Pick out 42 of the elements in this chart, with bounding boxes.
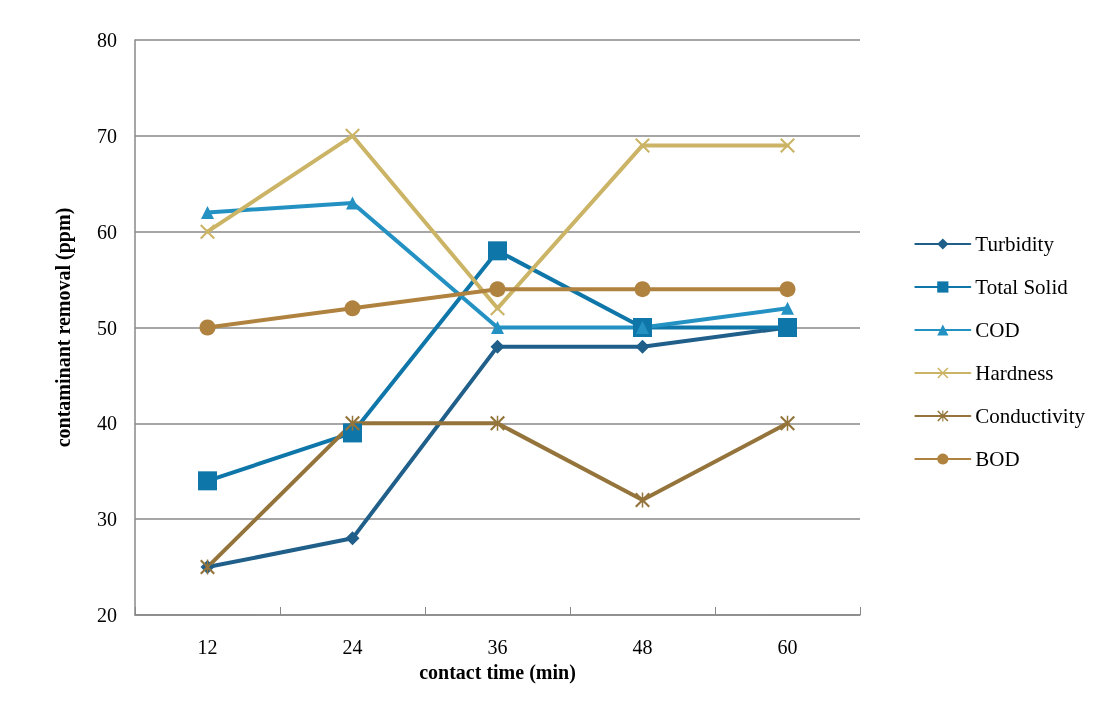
point	[344, 300, 361, 317]
y-tick-label: 60	[97, 220, 117, 243]
point	[781, 301, 794, 315]
y-tick-label: 50	[97, 316, 117, 339]
point	[780, 415, 795, 431]
y-tick-label: 20	[97, 604, 117, 626]
point	[490, 300, 505, 316]
legend-label: Hardness	[975, 361, 1054, 385]
y-tick-label: 70	[97, 124, 117, 147]
point	[200, 224, 215, 240]
point	[635, 339, 650, 354]
point	[780, 137, 795, 153]
point	[345, 128, 360, 144]
y-tick-label: 40	[97, 412, 117, 435]
point	[345, 415, 360, 431]
point	[346, 196, 359, 210]
point	[490, 339, 505, 354]
point	[634, 281, 651, 298]
legend-label: Turbidity	[975, 232, 1055, 256]
point	[489, 281, 506, 298]
point	[635, 137, 650, 153]
point	[491, 321, 504, 334]
y-tick-label: 30	[97, 508, 117, 531]
x-axis-title: contact time (min)	[419, 660, 576, 684]
y-axis-title: contaminant removal (ppm)	[52, 207, 75, 448]
legend-label: BOD	[975, 447, 1020, 471]
legend-label: Total Solid	[975, 275, 1069, 299]
x-tick-label: 60	[777, 636, 798, 658]
y-tick-label: 80	[97, 29, 117, 51]
point	[345, 531, 360, 546]
x-tick-label: 36	[487, 636, 508, 658]
point	[199, 319, 216, 336]
x-tick-label: 48	[632, 636, 653, 658]
x-tick-label: 12	[197, 636, 218, 658]
point	[198, 471, 217, 491]
x-tick-label: 24	[342, 636, 363, 658]
point	[490, 415, 505, 431]
point	[779, 281, 796, 298]
legend-label: Conductivity	[975, 404, 1086, 428]
point	[488, 241, 507, 261]
point	[201, 206, 214, 219]
legend-label: COD	[975, 318, 1020, 342]
